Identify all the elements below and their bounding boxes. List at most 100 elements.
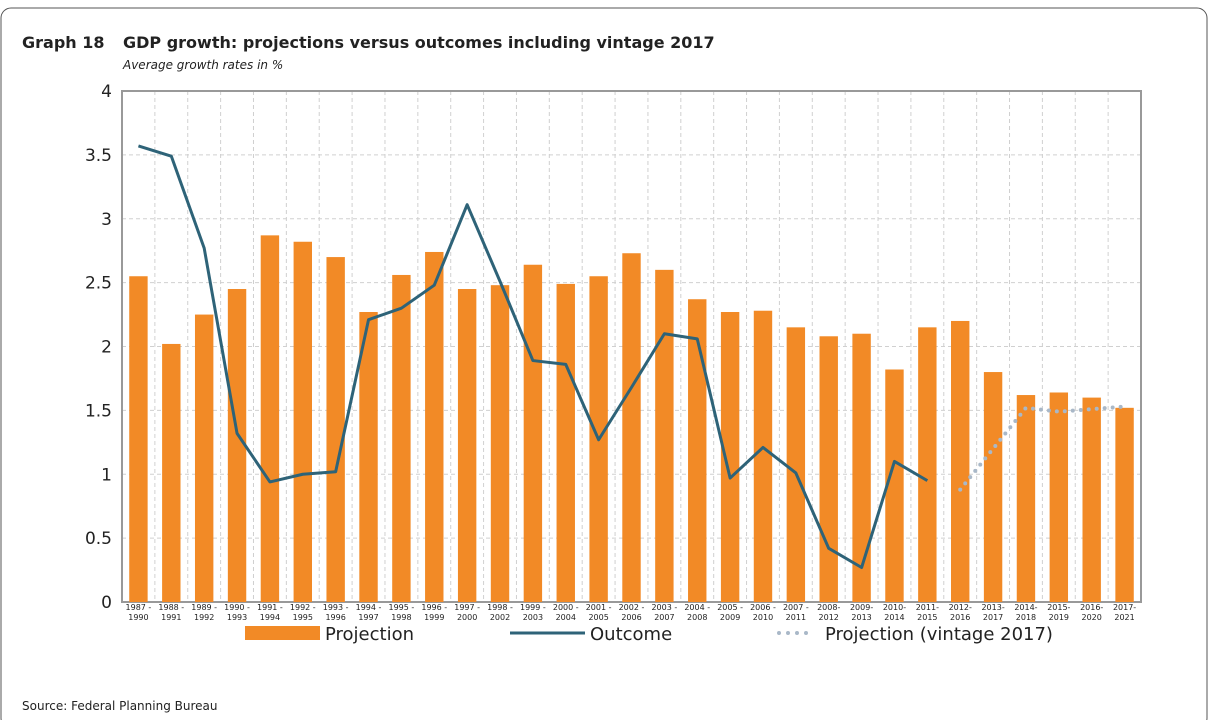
y-tick-label: 2.5 [85, 274, 112, 294]
bar [523, 264, 543, 602]
x-tick-label: 1992 -1995 [290, 603, 316, 622]
x-tick-label: 2009-2013 [850, 603, 873, 622]
x-tick-label-line: 2006 [621, 613, 641, 622]
x-tick-label: 1994 -1997 [356, 603, 382, 622]
bar [425, 251, 444, 602]
x-tick-label: 2015-2019 [1047, 603, 1070, 622]
x-tick-label-line: 1995 - [389, 603, 415, 612]
x-tick-label-line: 1993 [227, 613, 247, 622]
x-tick-label-line: 2005 [588, 613, 608, 622]
x-tick-label-line: 2015 [917, 613, 937, 622]
x-tick-label: 2007 -2011 [783, 603, 809, 622]
y-tick-label: 4 [101, 82, 112, 102]
y-tick-label: 1 [101, 465, 112, 485]
x-tick-label-line: 2000 - [553, 603, 579, 612]
x-tick-label-line: 1987 - [126, 603, 152, 612]
y-tick-label: 0 [101, 593, 112, 613]
x-tick-label-line: 1997 [358, 613, 378, 622]
x-tick-label: 2013-2017 [981, 603, 1004, 622]
chart-title: GDP growth: projections versus outcomes … [123, 33, 715, 52]
legend-label: Projection [325, 624, 414, 645]
x-tick-label-line: 2020 [1082, 613, 1102, 622]
x-tick-label-line: 2008 [687, 613, 707, 622]
bar [129, 276, 148, 602]
x-tick-label: 1988 -1991 [158, 603, 184, 622]
x-tick-label-line: 2015- [1047, 603, 1070, 612]
bar [227, 289, 247, 602]
x-tick-label-line: 2017 [983, 613, 1003, 622]
x-tick-label-line: 2000 [457, 613, 477, 622]
y-tick-label: 2 [101, 338, 112, 358]
x-tick-label-line: 1989 - [191, 603, 217, 612]
x-tick-label-line: 1991 - [257, 603, 283, 612]
x-tick-label-line: 2011 [786, 613, 806, 622]
x-tick-label-line: 2010 [753, 613, 773, 622]
x-tick-label-line: 2001 - [586, 603, 612, 612]
x-tick-label: 2014-2018 [1014, 603, 1037, 622]
x-tick-label-line: 1993 - [323, 603, 349, 612]
bar [359, 312, 378, 602]
x-tick-label-line: 2021 [1114, 613, 1134, 622]
x-tick-label: 1998 -2002 [487, 603, 513, 622]
x-tick-label-line: 2018 [1016, 613, 1036, 622]
x-tick-label-line: 2016 [950, 613, 970, 622]
bar [622, 253, 641, 602]
legend-label: Outcome [590, 624, 672, 645]
x-tick-label-line: 1997 - [454, 603, 480, 612]
x-tick-label: 2006 -2010 [750, 603, 776, 622]
bar [983, 372, 1003, 602]
x-tick-label-line: 2017- [1113, 603, 1136, 612]
x-tick-label-line: 2003 [523, 613, 543, 622]
legend-label: Projection (vintage 2017) [825, 624, 1053, 645]
x-tick-label: 1995 -1998 [389, 603, 415, 622]
x-tick-label-line: 1992 [194, 613, 214, 622]
x-tick-label-line: 1990 - [224, 603, 250, 612]
x-tick-label-line: 2011- [916, 603, 939, 612]
x-tick-label: 2011-2015 [916, 603, 939, 622]
x-tick-label-line: 1999 - [520, 603, 546, 612]
x-tick-label: 1987 -1990 [126, 603, 152, 622]
y-tick-label: 0.5 [85, 529, 112, 549]
x-tick-label: 1990 -1993 [224, 603, 250, 622]
frame [0, 7, 1208, 724]
bar [194, 314, 214, 602]
x-tick-label: 1993 -1996 [323, 603, 349, 622]
x-tick-label: 2005 -2009 [717, 603, 743, 622]
bar [457, 289, 477, 602]
x-tick-label-line: 1988 - [158, 603, 184, 612]
x-tick-label-line: 2014- [1014, 603, 1037, 612]
x-tick-label: 1999 -2003 [520, 603, 546, 622]
x-tick-label: 2017-2021 [1113, 603, 1136, 622]
x-tick-label-line: 2014 [884, 613, 904, 622]
x-tick-label: 2002 -2006 [619, 603, 645, 622]
x-tick-label-line: 2019 [1049, 613, 1069, 622]
x-tick-label-line: 2007 - [783, 603, 809, 612]
bar [392, 274, 411, 602]
bar [1049, 392, 1069, 602]
x-tick-label: 2001 -2005 [586, 603, 612, 622]
bar [819, 336, 838, 602]
bar [688, 299, 707, 602]
bar [1115, 407, 1134, 602]
bar [260, 235, 280, 603]
x-tick-label: 2004 -2008 [684, 603, 710, 622]
x-tick-label-line: 1992 - [290, 603, 316, 612]
x-tick-label: 1997 -2000 [454, 603, 480, 622]
bar [885, 369, 904, 602]
x-tick-label-line: 2006 - [750, 603, 776, 612]
x-tick-label-line: 2004 - [684, 603, 710, 612]
x-tick-label-line: 2007 [654, 613, 674, 622]
bar [720, 312, 740, 602]
x-tick-label-line: 1996 - [421, 603, 447, 612]
x-tick-label-line: 2012- [949, 603, 972, 612]
chart-label: Graph 18 [22, 33, 105, 52]
x-tick-label: 2012-2016 [949, 603, 972, 622]
x-tick-label-line: 1994 [260, 613, 280, 622]
x-tick-label-line: 1998 - [487, 603, 513, 612]
x-tick-label: 2010-2014 [883, 603, 906, 622]
y-tick-label: 3 [101, 210, 112, 230]
x-tick-label-line: 1991 [161, 613, 181, 622]
x-tick-label: 2000 -2004 [553, 603, 579, 622]
